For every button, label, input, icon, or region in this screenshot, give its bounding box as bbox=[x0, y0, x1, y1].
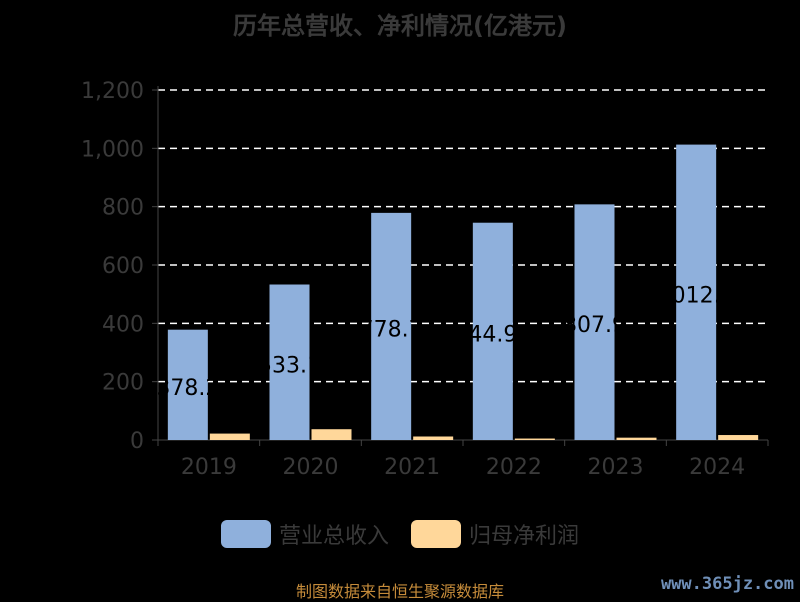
bar-net-profit bbox=[616, 437, 657, 440]
legend-swatch-revenue bbox=[220, 520, 271, 548]
legend-swatch-net-profit bbox=[411, 520, 461, 548]
data-label-revenue: 807.9 bbox=[563, 313, 626, 338]
x-tick-label: 2022 bbox=[486, 455, 542, 480]
legend-item-net-profit[interactable]: 归母净利润 bbox=[411, 518, 579, 550]
x-tick-label: 2020 bbox=[283, 455, 339, 480]
y-tick-label: 400 bbox=[102, 312, 144, 337]
data-source-note: 制图数据来自恒生聚源数据库 bbox=[295, 582, 504, 601]
data-label-revenue: 533.1 bbox=[258, 353, 321, 378]
x-tick-label: 2023 bbox=[588, 455, 644, 480]
bar-revenue bbox=[676, 144, 717, 440]
legend-label-revenue: 营业总收入 bbox=[278, 524, 389, 549]
bar-revenue bbox=[371, 212, 412, 440]
bar-net-profit bbox=[209, 433, 250, 440]
bar-revenue bbox=[574, 204, 615, 440]
x-tick-label: 2021 bbox=[384, 455, 440, 480]
legend-label-net-profit: 归母净利润 bbox=[469, 524, 580, 549]
data-label-revenue: 744.97 bbox=[454, 322, 531, 347]
bar-revenue bbox=[167, 329, 208, 440]
y-tick-label: 1,000 bbox=[81, 137, 144, 162]
bar-revenue bbox=[472, 222, 513, 440]
bar-revenue bbox=[269, 284, 310, 440]
data-label-revenue: 378.2 bbox=[156, 376, 219, 401]
y-tick-label: 1,200 bbox=[81, 79, 144, 104]
y-tick-label: 800 bbox=[102, 196, 144, 221]
data-label-revenue: 778.7 bbox=[360, 317, 423, 342]
x-tick-label: 2019 bbox=[181, 455, 237, 480]
y-tick-label: 200 bbox=[102, 371, 144, 396]
watermark: www.365jz.com bbox=[660, 574, 794, 594]
bar-net-profit bbox=[413, 436, 454, 440]
legend: 营业总收入 归母净利润 bbox=[0, 518, 800, 550]
bar-net-profit bbox=[718, 435, 759, 440]
y-tick-label: 0 bbox=[130, 429, 144, 454]
bar-net-profit bbox=[514, 438, 555, 440]
x-tick-label: 2024 bbox=[689, 455, 745, 480]
y-tick-label: 600 bbox=[102, 254, 144, 279]
chart-title: 历年总营收、净利情况(亿港元) bbox=[233, 12, 567, 40]
legend-item-revenue[interactable]: 营业总收入 bbox=[220, 518, 389, 550]
data-label-revenue: 1012.8 bbox=[658, 283, 735, 308]
bar-net-profit bbox=[311, 429, 352, 440]
